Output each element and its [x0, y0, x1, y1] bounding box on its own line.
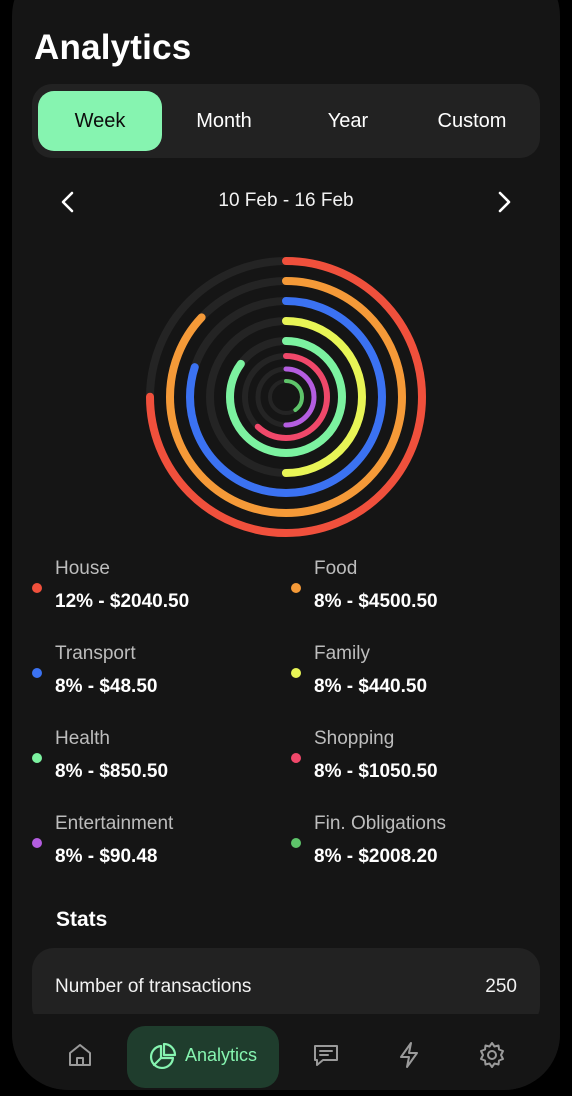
date-navigator: 10 Feb - 16 Feb — [32, 182, 540, 222]
legend-item-food[interactable]: Food 8% - $4500.50 — [291, 558, 531, 628]
legend-value: 8% - $1050.50 — [314, 761, 438, 782]
legend-item-fin-obligations[interactable]: Fin. Obligations 8% - $2008.20 — [291, 813, 531, 883]
stats-title: Stats — [56, 908, 108, 931]
ring-arc-family[interactable] — [206, 317, 366, 477]
period-selector: Week Month Year Custom — [32, 84, 540, 158]
legend-dot — [32, 753, 42, 763]
legend-dot — [291, 583, 301, 593]
ring-arc-fin-obligations[interactable] — [268, 379, 304, 415]
legend-name: Health — [55, 728, 110, 749]
legend-name: Fin. Obligations — [314, 813, 447, 834]
lightning-icon[interactable] — [394, 1040, 424, 1070]
gear-icon[interactable] — [477, 1040, 507, 1070]
legend-value: 8% - $48.50 — [55, 676, 158, 697]
legend-dot — [32, 838, 42, 848]
legend-dot — [32, 668, 42, 678]
tab-custom[interactable]: Custom — [437, 109, 507, 132]
ring-arc-health[interactable] — [226, 337, 346, 457]
legend-item-house[interactable]: House 12% - $2040.50 — [32, 558, 272, 628]
tab-year[interactable]: Year — [327, 109, 369, 132]
ring-arc-food[interactable] — [166, 277, 406, 517]
bottom-nav: Analytics — [12, 1014, 560, 1090]
legend-name: Shopping — [314, 728, 395, 749]
chevron-left-icon[interactable] — [52, 186, 84, 218]
transactions-count: 250 — [485, 976, 517, 997]
ring-arc-shopping[interactable] — [242, 353, 330, 441]
legend-value: 8% - $440.50 — [314, 676, 428, 697]
legend-name: Entertainment — [55, 813, 174, 834]
tab-month[interactable]: Month — [196, 109, 252, 132]
date-range-label: 10 Feb - 16 Feb — [218, 190, 354, 211]
legend-item-health[interactable]: Health 8% - $850.50 — [32, 728, 272, 798]
legend-item-transport[interactable]: Transport 8% - $48.50 — [32, 643, 272, 713]
legend-item-entertainment[interactable]: Entertainment 8% - $90.48 — [32, 813, 272, 883]
ring-arc-entertainment[interactable] — [255, 366, 317, 428]
spending-ring-chart — [146, 257, 426, 537]
message-icon[interactable] — [311, 1040, 341, 1070]
nav-item-analytics[interactable]: Analytics — [127, 1026, 279, 1088]
legend-dot — [291, 668, 301, 678]
legend-name: Food — [314, 558, 358, 579]
legend-name: Transport — [55, 643, 136, 664]
legend-value: 12% - $2040.50 — [55, 591, 190, 612]
pie-chart-icon — [149, 1042, 177, 1070]
legend-dot — [291, 753, 301, 763]
chevron-right-icon[interactable] — [488, 186, 520, 218]
transactions-label: Number of transactions — [55, 976, 252, 997]
page-title: Analytics — [34, 28, 192, 67]
legend-item-family[interactable]: Family 8% - $440.50 — [291, 643, 531, 713]
legend-dot — [291, 838, 301, 848]
ring-arc-transport[interactable] — [186, 297, 386, 497]
legend-item-shopping[interactable]: Shopping 8% - $1050.50 — [291, 728, 531, 798]
legend-value: 8% - $2008.20 — [314, 846, 438, 867]
phone-screen: Analytics Week Month Year Custom 10 Feb … — [12, 0, 560, 1090]
tab-week[interactable]: Week — [38, 91, 162, 151]
legend-value: 8% - $850.50 — [55, 761, 169, 782]
nav-analytics-label: Analytics — [185, 1045, 258, 1065]
legend-value: 8% - $4500.50 — [314, 591, 438, 612]
legend-value: 8% - $90.48 — [55, 846, 158, 867]
ring-arc-house[interactable] — [146, 257, 426, 537]
legend-dot — [32, 583, 42, 593]
legend-name: House — [55, 558, 110, 579]
legend-name: Family — [314, 643, 370, 664]
home-icon[interactable] — [65, 1040, 95, 1070]
